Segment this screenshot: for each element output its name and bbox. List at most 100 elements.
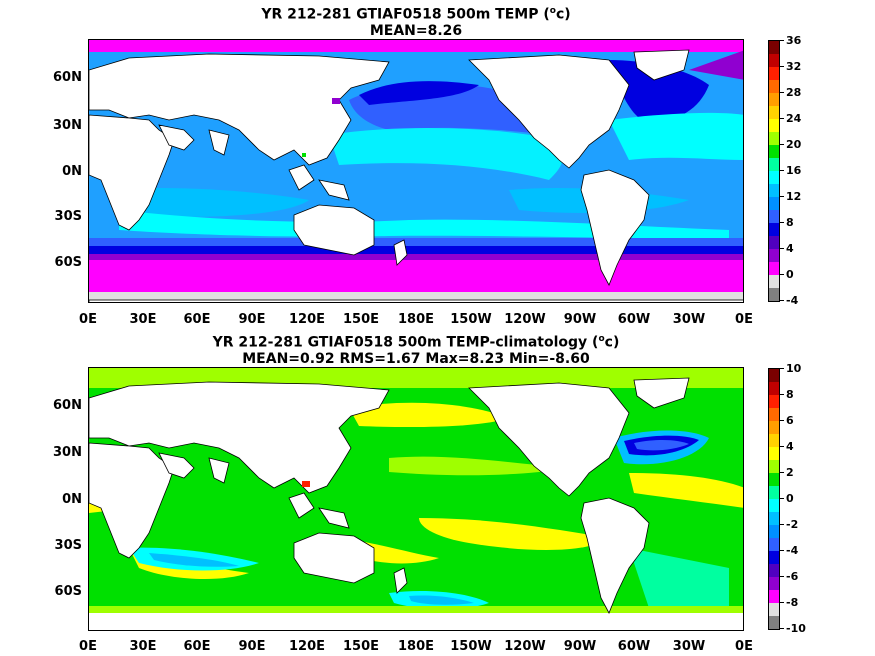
colorbar-label: 12 xyxy=(786,190,802,203)
panel1-lon-label: 60W xyxy=(617,312,651,327)
colorbar-tick xyxy=(780,628,784,629)
panel2-lat-30s: 30S xyxy=(54,538,82,553)
panel2-lon-label: 0E xyxy=(79,639,97,654)
colorbar-swatch xyxy=(769,551,779,564)
colorbar-swatch xyxy=(769,486,779,499)
colorbar-swatch xyxy=(769,525,779,538)
panel1-lat-0n: 0N xyxy=(62,164,82,179)
panel2-map xyxy=(88,367,744,631)
colorbar-label: 24 xyxy=(786,112,802,125)
colorbar-swatch xyxy=(769,249,779,262)
colorbar-label: 28 xyxy=(786,86,802,99)
panel1-lon-label: 30E xyxy=(129,312,157,327)
panel2-lat-30n: 30N xyxy=(53,445,82,460)
colorbar-tick xyxy=(780,118,784,119)
panel1-lon-label: 120E xyxy=(288,312,326,327)
panel1-title: YR 212-281 GTIAF0518 500m TEMP (oc) MEAN… xyxy=(261,6,571,39)
colorbar-tick xyxy=(780,248,784,249)
colorbar-swatch xyxy=(769,421,779,434)
colorbar-swatch xyxy=(769,512,779,525)
colorbar-label: 0 xyxy=(786,492,794,505)
panel1-colorbar xyxy=(768,40,780,302)
colorbar-tick xyxy=(780,472,784,473)
colorbar-label: -6 xyxy=(786,570,799,583)
colorbar-label: 2 xyxy=(786,466,794,479)
colorbar-swatch xyxy=(769,275,779,288)
colorbar-swatch xyxy=(769,223,779,236)
colorbar-tick xyxy=(780,394,784,395)
panel1-mean: MEAN=8.26 xyxy=(369,22,463,39)
panel2-lon-label: 30E xyxy=(129,639,157,654)
colorbar-swatch xyxy=(769,262,779,275)
colorbar-swatch xyxy=(769,564,779,577)
colorbar-swatch xyxy=(769,288,779,301)
colorbar-tick xyxy=(780,420,784,421)
panel2-lon-label: 120E xyxy=(288,639,326,654)
panel1-lon-label: 150E xyxy=(342,312,380,327)
colorbar-swatch xyxy=(769,408,779,421)
colorbar-swatch xyxy=(769,447,779,460)
colorbar-tick xyxy=(780,524,784,525)
colorbar-swatch xyxy=(769,80,779,93)
colorbar-tick xyxy=(780,196,784,197)
panel1-lat-30n: 30N xyxy=(53,118,82,133)
panel1-lat-30s: 30S xyxy=(54,209,82,224)
colorbar-swatch xyxy=(769,132,779,145)
panel1-lat-60n: 60N xyxy=(53,70,82,85)
colorbar-swatch xyxy=(769,382,779,395)
panel1-lon-label: 60E xyxy=(183,312,211,327)
colorbar-swatch xyxy=(769,616,779,629)
colorbar-label: 10 xyxy=(786,362,802,375)
panel1-lon-label: 90W xyxy=(563,312,597,327)
colorbar-label: 16 xyxy=(786,164,802,177)
colorbar-swatch xyxy=(769,603,779,616)
colorbar-swatch xyxy=(769,499,779,512)
panel1-lat-60s: 60S xyxy=(54,255,82,270)
colorbar-tick xyxy=(780,92,784,93)
colorbar-label: 32 xyxy=(786,60,802,73)
colorbar-swatch xyxy=(769,184,779,197)
panel2-lon-label: 60E xyxy=(183,639,211,654)
panel2-lon-label: 120W xyxy=(504,639,546,654)
panel2-title: YR 212-281 GTIAF0518 500m TEMP-climatolo… xyxy=(212,334,620,367)
colorbar-label: 8 xyxy=(786,388,794,401)
panel1-lon-label: 0E xyxy=(735,312,753,327)
colorbar-swatch xyxy=(769,119,779,132)
colorbar-tick xyxy=(780,274,784,275)
panel1-lon-label: 120W xyxy=(504,312,546,327)
panel1-lon-label: 150W xyxy=(450,312,492,327)
colorbar-swatch xyxy=(769,369,779,382)
colorbar-swatch xyxy=(769,158,779,171)
colorbar-swatch xyxy=(769,395,779,408)
colorbar-swatch xyxy=(769,434,779,447)
colorbar-label: 4 xyxy=(786,242,794,255)
colorbar-tick xyxy=(780,144,784,145)
panel1-lon-label: 180E xyxy=(397,312,435,327)
colorbar-tick xyxy=(780,300,784,301)
colorbar-swatch xyxy=(769,171,779,184)
panel2-stats: MEAN=0.92 RMS=1.67 Max=8.23 Min=-8.60 xyxy=(242,350,590,367)
colorbar-tick xyxy=(780,66,784,67)
colorbar-tick xyxy=(780,222,784,223)
panel1-lon-label: 90E xyxy=(238,312,266,327)
panel1-map xyxy=(88,39,744,303)
colorbar-tick xyxy=(780,576,784,577)
colorbar-swatch xyxy=(769,590,779,603)
colorbar-swatch xyxy=(769,210,779,223)
colorbar-label: -4 xyxy=(786,294,799,307)
colorbar-swatch xyxy=(769,41,779,54)
panel2-lat-60s: 60S xyxy=(54,584,82,599)
colorbar-swatch xyxy=(769,67,779,80)
colorbar-label: 0 xyxy=(786,268,794,281)
colorbar-swatch xyxy=(769,197,779,210)
panel2-colorbar xyxy=(768,368,780,630)
panel2-lon-label: 60W xyxy=(617,639,651,654)
colorbar-tick xyxy=(780,602,784,603)
colorbar-tick xyxy=(780,550,784,551)
colorbar-label: -2 xyxy=(786,518,799,531)
panel2-lon-label: 150E xyxy=(342,639,380,654)
colorbar-swatch xyxy=(769,106,779,119)
colorbar-label: 6 xyxy=(786,414,794,427)
colorbar-label: 36 xyxy=(786,34,802,47)
panel2-lon-label: 90W xyxy=(563,639,597,654)
